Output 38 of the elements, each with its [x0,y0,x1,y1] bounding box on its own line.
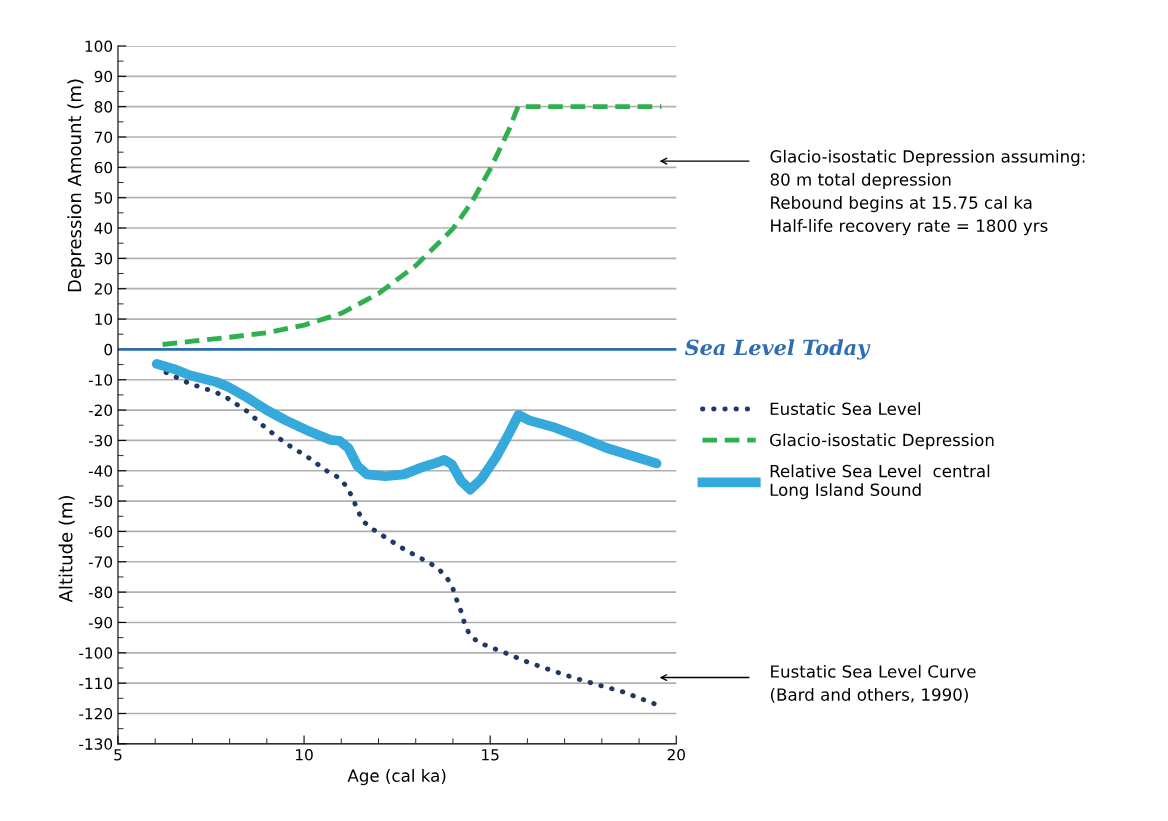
y-tick-label: -50 [88,495,113,508]
y-tick-label: 80 [94,101,113,113]
y-tick-label: 40 [94,222,113,235]
y-tick-label: 20 [94,283,113,295]
legend-label: Glacio-isostatic Depression [770,433,994,450]
y-tick-label: 10 [95,313,113,326]
text: Depression Amount (m) [67,79,85,292]
x-tick-label: 15 [482,749,499,761]
y-tick-label: 50 [94,192,113,204]
y-tick-label: -30 [88,434,113,447]
ref-line-label: Sea Level Today [684,339,871,360]
legend-label: Relative Sea Level central Long Island Sound [770,464,990,500]
text: Eustatic Sea Level Curve (Bard and others, 1990) [770,664,976,703]
line-series [160,104,664,347]
x-axis-title: Age (cal ka) [347,769,446,786]
x-tick-label: 10 [296,748,313,761]
y-tick-label: -20 [88,404,113,417]
text: Glacio-isostatic Depression assuming: 80 m total depression Rebound begins at 15.75 cal ka Half-life recovery rate = 1800 yrs [770,149,1085,236]
y-tick-label: 100 [85,40,113,52]
y-tick-label: 90 [94,70,113,83]
y-tick-label: -100 [79,647,113,659]
y-tick-label: 60 [94,161,113,174]
y-tick-label: -110 [79,677,113,690]
y-tick-label: -40 [88,465,113,477]
y-tick-label: -80 [88,586,113,599]
y-tick-label: 0 [104,343,113,356]
y-tick-label: -130 [79,738,113,750]
x-tick-label: 20 [667,748,685,761]
y-tick-label: -90 [88,616,113,629]
y-tick-label: -10 [88,374,113,386]
y-tick-label: -120 [79,707,113,720]
legend-label: Eustatic Sea Level [770,402,921,416]
y-tick-label: -70 [88,556,113,568]
y-tick-label: 70 [94,131,113,144]
y-tick-label: -60 [88,525,113,538]
x-tick-label: 5 [114,749,122,761]
y-tick-label: 30 [94,252,113,265]
y-axis-title: Altitude (m) [58,495,75,603]
